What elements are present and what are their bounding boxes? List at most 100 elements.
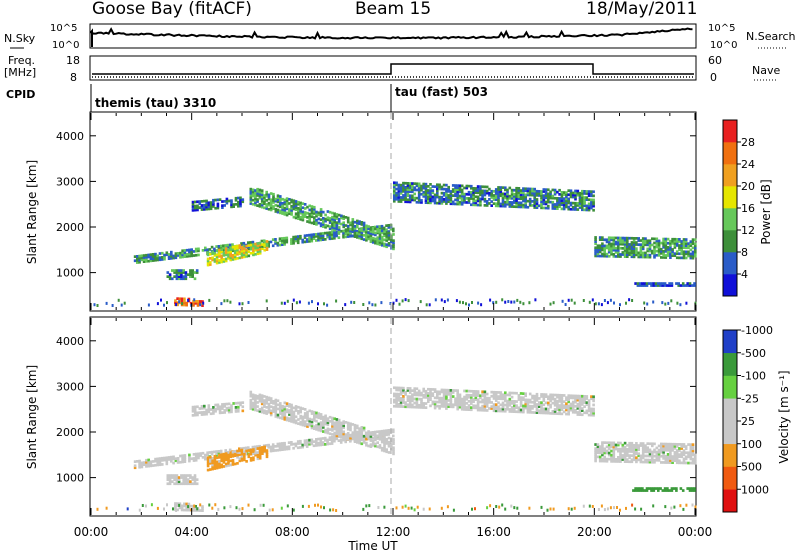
- heatmap-cell: [274, 408, 278, 412]
- heatmap-cell: [292, 205, 296, 209]
- heatmap-cell: [470, 408, 473, 412]
- heatmap-cell: [254, 193, 257, 196]
- heatmap-cell: [429, 390, 432, 393]
- heatmap-cell: [420, 397, 423, 401]
- heatmap-cell: [661, 489, 665, 492]
- heatmap-cell: [256, 250, 260, 254]
- heatmap-cell: [662, 461, 665, 464]
- heatmap-cell: [445, 196, 448, 199]
- heatmap-cell: [639, 454, 643, 458]
- heatmap-cell: [630, 448, 634, 451]
- heatmap-cell: [283, 415, 287, 419]
- heatmap-cell: [605, 246, 609, 250]
- heatmap-cell: [662, 239, 665, 243]
- heatmap-cell: [610, 445, 613, 449]
- heatmap-cell: [684, 455, 688, 459]
- heatmap-cell: [547, 395, 550, 399]
- heatmap-cell: [639, 444, 643, 447]
- heatmap-cell: [648, 255, 652, 259]
- heatmap-cell: [614, 242, 618, 246]
- heatmap-cell: [644, 460, 647, 464]
- heatmap-cell: [342, 225, 345, 229]
- heatmap-cell: [241, 507, 244, 511]
- heatmap-cell: [596, 443, 600, 446]
- heatmap-cell: [560, 402, 564, 405]
- heatmap-cell: [694, 455, 697, 459]
- heatmap-cell: [294, 407, 298, 410]
- heatmap-cell: [402, 388, 405, 392]
- time-axis-labels: 00:00 04:00 08:00 12:00 16:00 20:00 00:00: [74, 525, 713, 539]
- heatmap-cell: [535, 194, 539, 197]
- heatmap-cell: [684, 447, 688, 450]
- heatmap-cell: [260, 201, 264, 205]
- heatmap-cell: [666, 284, 669, 287]
- heatmap-cell: [508, 403, 512, 407]
- heatmap-cell: [380, 438, 384, 442]
- heatmap-cell: [346, 227, 350, 230]
- heatmap-cell: [333, 220, 336, 224]
- heatmap-cell: [578, 413, 582, 416]
- heatmap-cell: [265, 192, 268, 196]
- heatmap-cell: [691, 242, 695, 246]
- heatmap-cell: [617, 238, 620, 242]
- heatmap-cell: [305, 439, 309, 442]
- heatmap-cell: [335, 227, 339, 231]
- heatmap-cell: [328, 219, 332, 222]
- heatmap-cell: [519, 189, 523, 192]
- heatmap-cell: [415, 391, 419, 395]
- heatmap-cell: [614, 445, 618, 449]
- heatmap-cell: [653, 460, 656, 464]
- heatmap-cell: [371, 232, 375, 236]
- heatmap-cell: [149, 253, 153, 256]
- heatmap-cell: [317, 217, 321, 221]
- heatmap-cell: [276, 196, 280, 200]
- heatmap-cell: [628, 448, 631, 451]
- heatmap-cell: [621, 454, 625, 457]
- heatmap-cell: [506, 192, 509, 196]
- heatmap-cell: [675, 451, 679, 454]
- heatmap-cell: [380, 235, 384, 239]
- heatmap-cell: [429, 189, 432, 192]
- heatmap-cell: [560, 394, 564, 397]
- heatmap-cell: [583, 204, 586, 208]
- heatmap-cell: [176, 504, 179, 508]
- heatmap-cell: [249, 390, 253, 394]
- heatmap-cell: [684, 250, 688, 254]
- heatmap-cell: [175, 474, 179, 477]
- heatmap-cell: [380, 301, 383, 305]
- heatmap-cell: [422, 186, 425, 190]
- heatmap-cell: [167, 257, 171, 260]
- heatmap-cell: [556, 404, 559, 407]
- heatmap-cell: [517, 203, 521, 207]
- heatmap-cell: [176, 459, 180, 462]
- heatmap-cell: [569, 406, 573, 410]
- heatmap-cell: [185, 303, 188, 307]
- heatmap-cell: [194, 509, 197, 512]
- heatmap-cell: [221, 405, 224, 408]
- heatmap-cell: [251, 244, 255, 248]
- heatmap-cell: [138, 258, 141, 262]
- heatmap-cell: [638, 282, 642, 285]
- heatmap-cell: [528, 204, 532, 207]
- heatmap-cell: [267, 406, 271, 410]
- heatmap-cell: [570, 507, 573, 511]
- heatmap-cell: [213, 254, 217, 257]
- heatmap-cell: [292, 215, 296, 219]
- heatmap-cell: [581, 403, 584, 406]
- heatmap-cell: [183, 502, 186, 506]
- heatmap-cell: [636, 284, 640, 287]
- heatmap-cell: [675, 240, 679, 243]
- heatmap-cell: [675, 449, 679, 452]
- heatmap-cell: [691, 451, 695, 455]
- heatmap-cell: [290, 403, 293, 407]
- heatmap-cell: [427, 398, 430, 401]
- heatmap-cell: [358, 232, 361, 236]
- heatmap-cell: [342, 436, 345, 440]
- heatmap-cell: [198, 202, 202, 205]
- heatmap-cell: [578, 407, 582, 410]
- heatmap-cell: [182, 476, 185, 479]
- heatmap-cell: [436, 390, 439, 394]
- heatmap-cell: [644, 448, 647, 452]
- heatmap-cell: [324, 428, 327, 432]
- heatmap-cell: [395, 394, 398, 398]
